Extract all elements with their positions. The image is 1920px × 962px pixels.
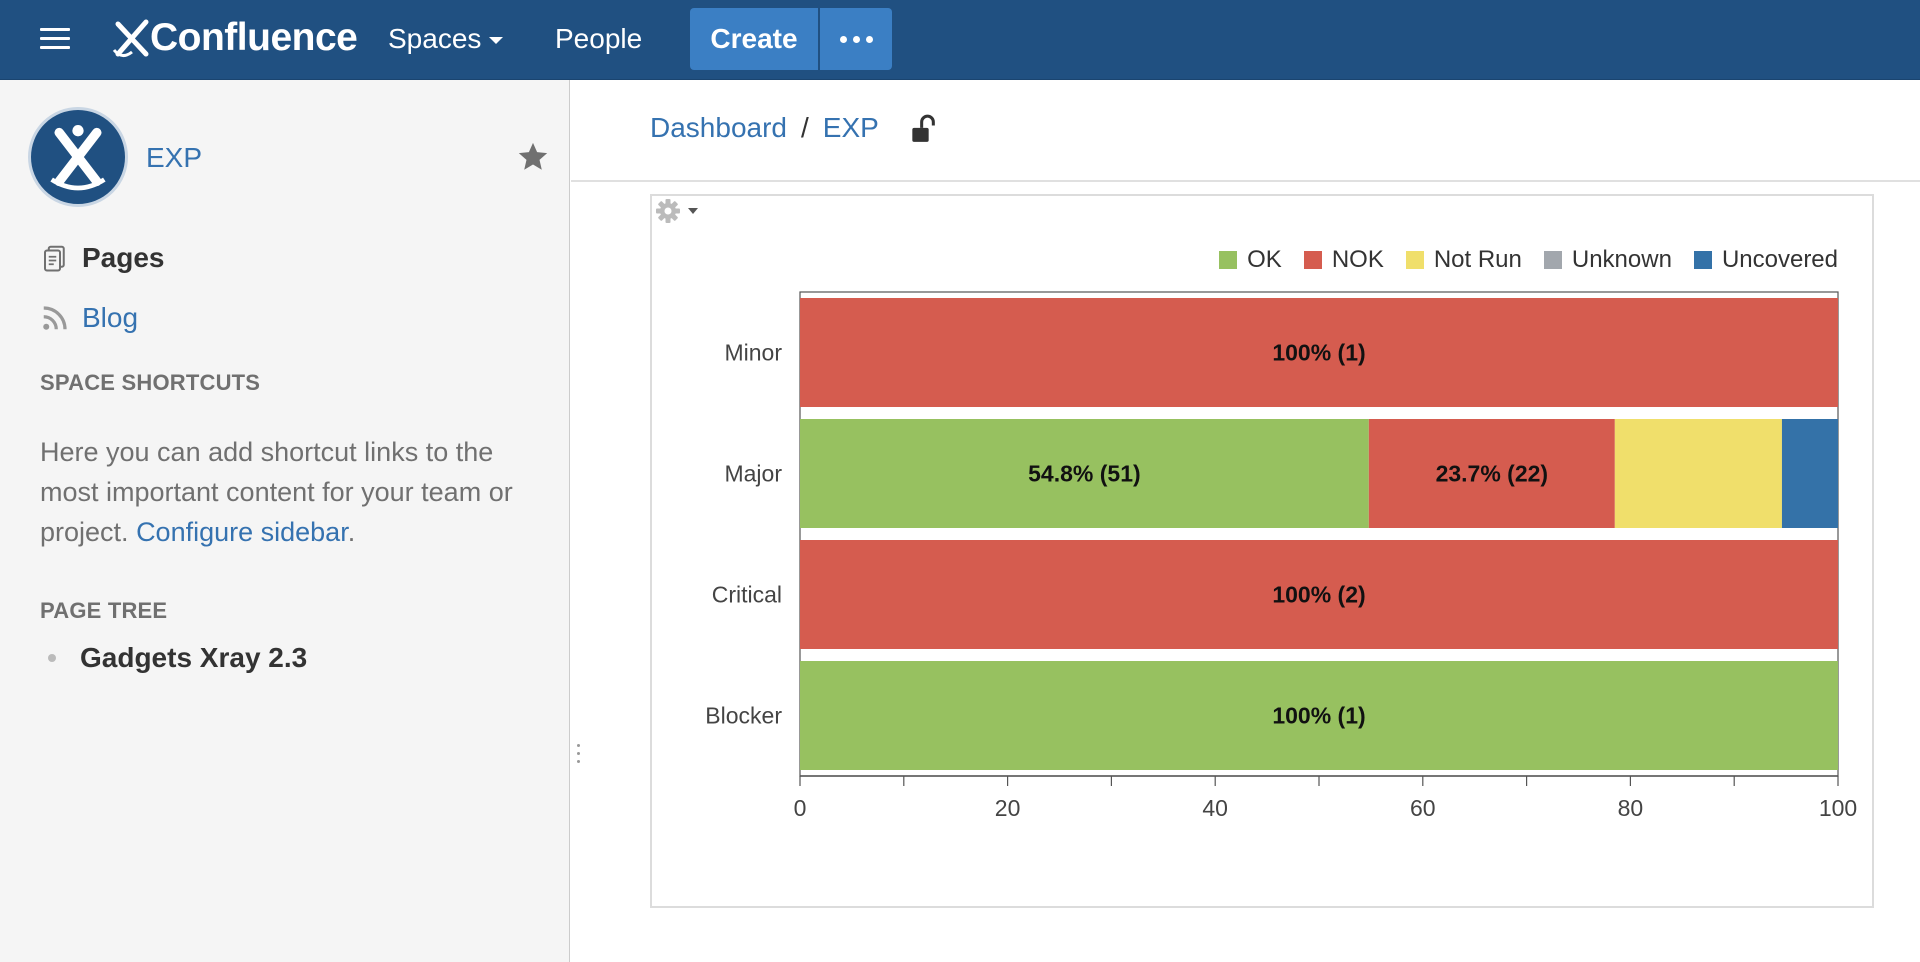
legend-label: OK: [1247, 246, 1282, 273]
legend-item[interactable]: Not Run: [1405, 246, 1522, 274]
bar-data-label: 100% (2): [1272, 582, 1365, 608]
pages-icon: [44, 245, 65, 272]
legend-item[interactable]: OK: [1219, 246, 1282, 274]
page-tree-heading: PAGE TREE: [40, 598, 168, 623]
star-icon[interactable]: [516, 140, 550, 174]
configure-sidebar-link[interactable]: Configure sidebar: [136, 517, 348, 547]
chart-bar[interactable]: [1614, 419, 1782, 528]
header-divider: [571, 180, 1920, 182]
sidebar-item-pages[interactable]: Pages: [40, 240, 165, 276]
x-tick-label: 60: [1410, 795, 1436, 821]
chart-settings-gear-icon[interactable]: [652, 196, 708, 226]
test-status-chart-gadget: 100% (1) Minor 54.8% (51) 23.7% (22) Major 10…: [650, 194, 1874, 908]
legend-label: Not Run: [1433, 246, 1522, 273]
y-tick-label: Minor: [724, 340, 782, 366]
period: .: [347, 517, 356, 547]
sidebar-item-label: Blog: [82, 302, 139, 333]
sidebar-item-label: Pages: [82, 242, 165, 273]
nav-spaces-label: Spaces: [388, 23, 482, 54]
nav-people[interactable]: People: [555, 23, 643, 54]
chart-bar[interactable]: [1368, 419, 1615, 528]
legend-swatch: [1405, 251, 1424, 269]
x-tick-label: 20: [995, 795, 1021, 821]
bar-data-label: 54.8% (51): [1028, 461, 1141, 487]
chart-legend: OK NOK Not Run Unknown Uncovered: [1219, 246, 1838, 274]
space-sidebar: EXP Pages Blog SPACE SHORTCUTS Here you …: [0, 80, 570, 962]
chevron-down-icon: [489, 37, 504, 45]
breadcrumb-exp[interactable]: EXP: [822, 112, 879, 143]
x-tick-label: 100: [1819, 795, 1857, 821]
page-tree-item[interactable]: Gadgets Xray 2.3: [48, 642, 307, 674]
nav-spaces[interactable]: Spaces: [388, 20, 504, 58]
breadcrumb-separator: /: [800, 112, 809, 143]
legend-item[interactable]: Uncovered: [1693, 246, 1838, 274]
x-tick-label: 0: [794, 795, 807, 821]
menu-icon[interactable]: [36, 24, 74, 54]
sidebar-item-blog[interactable]: Blog: [40, 300, 138, 336]
confluence-x-icon: [112, 19, 149, 57]
more-options-button[interactable]: [820, 8, 892, 70]
breadcrumb-dashboard[interactable]: Dashboard: [650, 112, 787, 143]
space-logo-icon: [50, 125, 106, 191]
sidebar-resize-handle[interactable]: [576, 744, 582, 770]
chart-bar[interactable]: [800, 419, 1369, 528]
x-tick-label: 80: [1618, 795, 1644, 821]
shortcuts-description: Here you can add shortcut links to the m…: [40, 437, 513, 547]
confluence-logo[interactable]: Confluence: [110, 14, 358, 62]
logo-text: Confluence: [150, 16, 358, 59]
unlock-icon[interactable]: [910, 112, 938, 146]
bullet-icon: [48, 654, 56, 662]
y-tick-label: Critical: [712, 582, 782, 608]
stacked-bar-chart: 100% (1) Minor 54.8% (51) 23.7% (22) Major 10…: [705, 291, 1857, 821]
create-button[interactable]: Create: [690, 8, 818, 70]
space-avatar[interactable]: [28, 107, 128, 207]
legend-swatch: [1303, 251, 1322, 269]
legend-label: NOK: [1331, 246, 1384, 273]
legend-swatch: [1219, 251, 1238, 269]
y-tick-label: Major: [724, 461, 782, 487]
legend-label: Uncovered: [1721, 246, 1838, 273]
bar-data-label: 100% (1): [1272, 340, 1365, 366]
chart-bar[interactable]: [1781, 419, 1838, 528]
x-tick-label: 40: [1202, 795, 1228, 821]
bar-data-label: 100% (1): [1272, 703, 1365, 729]
breadcrumb: Dashboard / EXP: [650, 112, 879, 144]
space-shortcuts-heading: SPACE SHORTCUTS: [40, 370, 261, 395]
y-tick-label: Blocker: [705, 703, 782, 729]
space-name-link[interactable]: EXP: [146, 142, 203, 173]
chart-bar[interactable]: [800, 298, 1838, 407]
page-tree-item-label: Gadgets Xray 2.3: [80, 642, 308, 673]
bar-data-label: 23.7% (22): [1436, 461, 1549, 487]
shortcuts-help-text: Here you can add shortcut links to the m…: [40, 432, 540, 552]
legend-label: Unknown: [1571, 246, 1672, 273]
ellipsis-icon: [839, 35, 847, 43]
top-navigation-bar: Confluence Spaces People Create: [0, 0, 1920, 80]
legend-item[interactable]: NOK: [1303, 246, 1384, 274]
chart-bar[interactable]: [800, 661, 1838, 770]
legend-swatch: [1543, 251, 1562, 269]
rss-icon: [43, 306, 67, 330]
chart-bar[interactable]: [800, 540, 1838, 649]
legend-swatch: [1693, 251, 1712, 269]
legend-item[interactable]: Unknown: [1543, 246, 1672, 274]
